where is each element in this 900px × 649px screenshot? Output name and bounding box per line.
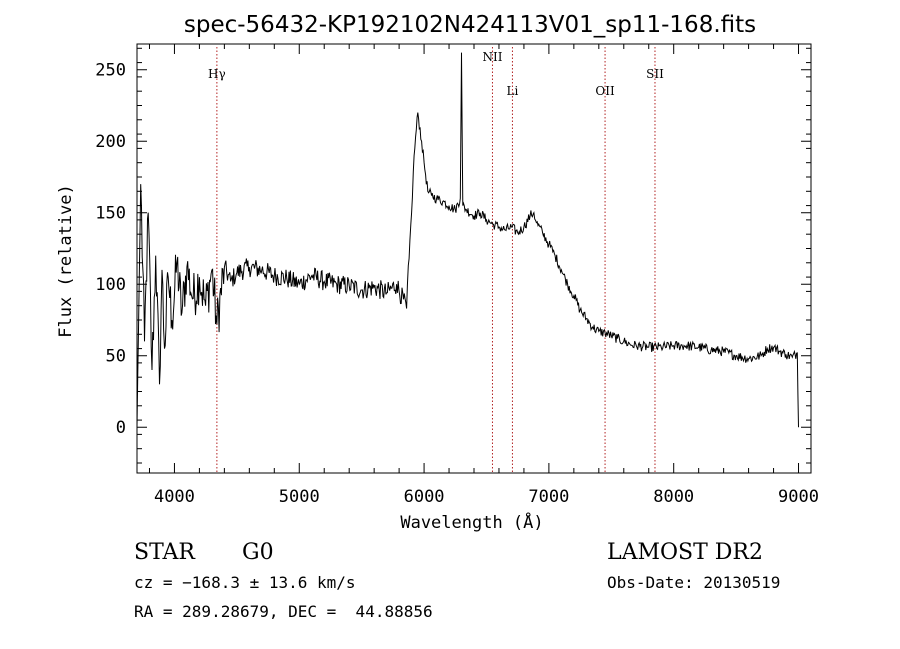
- spectral-line-label: Hγ: [208, 67, 226, 81]
- x-tick-label: 9000: [778, 487, 819, 507]
- y-tick-label: 0: [116, 418, 126, 438]
- x-tick-label: 8000: [653, 487, 694, 507]
- spectral-line-label: Li: [507, 84, 519, 98]
- spectrum-series-line: [136, 52, 799, 428]
- observation-date: Obs-Date: 20130519: [607, 573, 781, 592]
- y-tick-label: 150: [95, 204, 126, 224]
- chart-title: spec-56432-KP192102N424113V01_sp11-168.f…: [184, 12, 756, 38]
- y-axis-label: Flux (relative): [56, 184, 76, 338]
- survey-name: LAMOST DR2: [607, 540, 763, 565]
- plot-frame: [136, 43, 812, 474]
- object-class: STAR: [134, 540, 195, 565]
- y-tick-label: 100: [95, 275, 126, 295]
- x-axis-label: Wavelength (Å): [400, 511, 543, 533]
- spectral-line-label: OII: [595, 84, 615, 98]
- y-tick-label: 50: [106, 347, 126, 367]
- y-tick-label: 200: [95, 132, 126, 152]
- spectral-line-label: NII: [482, 50, 502, 64]
- x-tick-label: 7000: [528, 487, 569, 507]
- spectral-line-markers: Hγ NII Li OII SII: [208, 47, 664, 473]
- x-tick-label: 6000: [404, 487, 445, 507]
- x-tick-label: 4000: [154, 487, 195, 507]
- x-axis: 4000 5000 6000 7000 8000 9000: [148, 44, 819, 507]
- x-tick-label: 5000: [279, 487, 320, 507]
- y-axis: 0 50 100 150 200 250: [95, 47, 811, 464]
- spectral-line-label: SII: [646, 67, 664, 81]
- y-tick-label: 250: [95, 61, 126, 81]
- redshift-velocity: cz = −168.3 ± 13.6 km/s: [134, 573, 356, 592]
- object-subclass: G0: [242, 540, 274, 565]
- coordinates: RA = 289.28679, DEC = 44.88856: [134, 602, 433, 621]
